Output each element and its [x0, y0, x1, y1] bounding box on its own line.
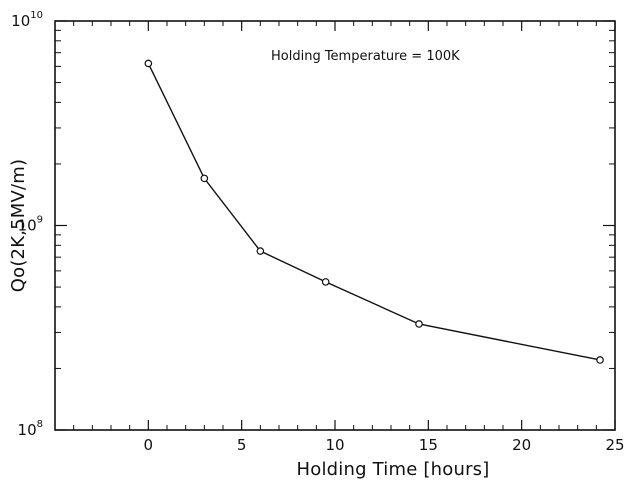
data-point: [415, 320, 423, 328]
axes-layer: [54, 20, 616, 431]
data-point: [144, 59, 153, 68]
x-axis-title: Holding Time [hours]: [297, 459, 490, 480]
series-layer: [144, 59, 604, 364]
y-tick-label: 108: [18, 419, 43, 439]
data-point: [321, 278, 330, 286]
data-point: [596, 356, 604, 364]
plot-frame: [54, 20, 616, 431]
y-tick-label: 1010: [11, 10, 43, 30]
y-axis-title: Qo(2K,5MV/m): [8, 159, 29, 293]
series-line: [147, 63, 601, 361]
chart-annotation: Holding Temperature = 100K: [271, 49, 460, 64]
data-point: [256, 247, 265, 255]
x-tick-label: 10: [325, 436, 344, 454]
x-tick-label: 5: [237, 436, 247, 454]
x-tick-label: 25: [605, 436, 624, 454]
x-tick-label: 15: [419, 436, 438, 454]
labels-layer: Holding Temperature = 100K Holding Time …: [8, 10, 625, 480]
data-point: [200, 174, 209, 183]
x-tick-label: 0: [144, 436, 154, 454]
x-tick-label: 20: [512, 436, 531, 454]
y-tick-label: 109: [18, 215, 43, 235]
